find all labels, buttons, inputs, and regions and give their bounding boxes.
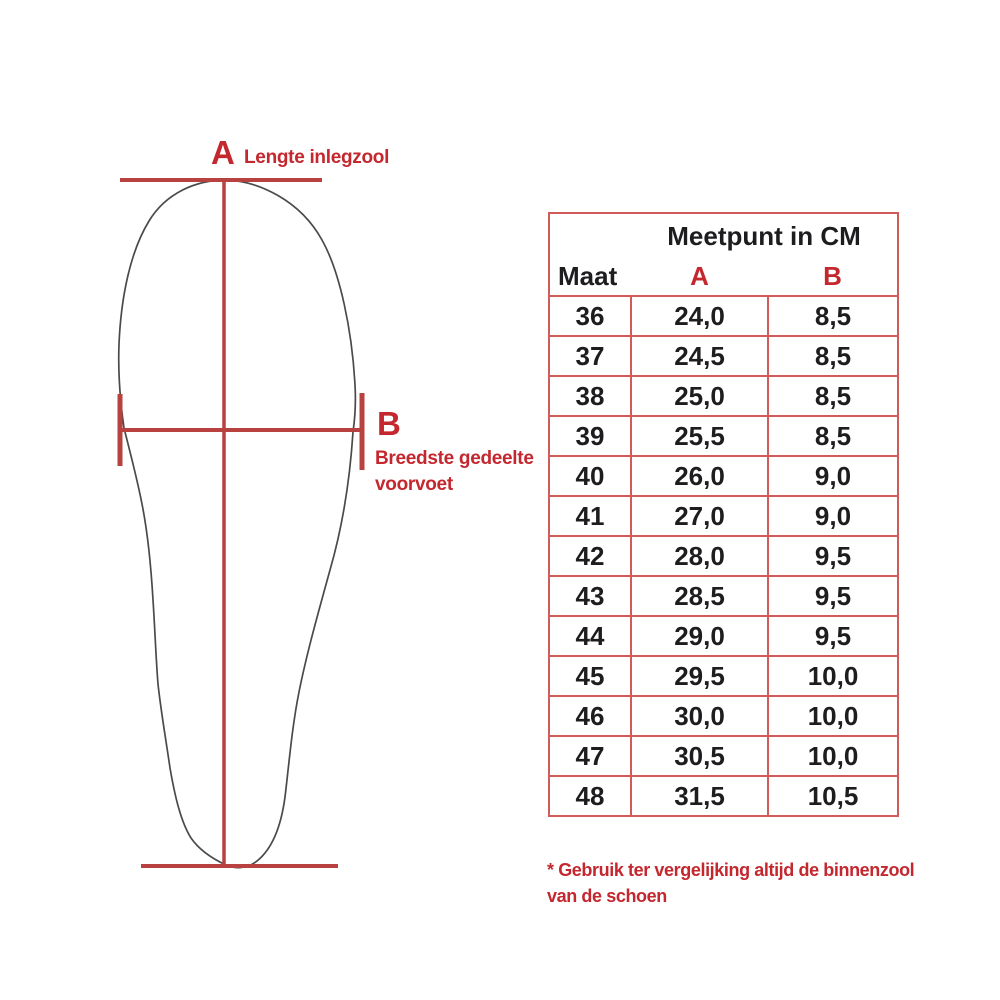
table-row: 39 25,5 8,5: [548, 415, 899, 457]
cell-maat: 40: [548, 455, 632, 497]
header-columns-row: Maat A B: [549, 257, 898, 296]
cell-b: 10,5: [767, 775, 899, 817]
table-row: 45 29,5 10,0: [548, 655, 899, 697]
cell-maat: 42: [548, 535, 632, 577]
cell-a: 25,0: [630, 375, 769, 417]
label-a: A: [211, 134, 235, 171]
cell-b: 8,5: [767, 375, 899, 417]
cell-a: 26,0: [630, 455, 769, 497]
cell-a: 30,0: [630, 695, 769, 737]
cell-a: 29,0: [630, 615, 769, 657]
cell-a: 30,5: [630, 735, 769, 777]
cell-b: 9,0: [767, 495, 899, 537]
cell-maat: 48: [548, 775, 632, 817]
table-row: 38 25,0 8,5: [548, 375, 899, 417]
label-b-caption-line2: voorvoet: [375, 474, 453, 495]
cell-a: 29,5: [630, 655, 769, 697]
table-row: 36 24,0 8,5: [548, 295, 899, 337]
table-row: 41 27,0 9,0: [548, 495, 899, 537]
col-header-a: A: [690, 261, 709, 291]
cell-maat: 38: [548, 375, 632, 417]
cell-maat: 41: [548, 495, 632, 537]
cell-a: 24,0: [630, 295, 769, 337]
size-table-body: 36 24,0 8,5 37 24,5 8,5 38 25,0 8,5 39 25,5 8,5 40 26…: [548, 295, 899, 817]
label-b-caption-line1: Breedste gedeelte: [375, 448, 534, 469]
table-row: 40 26,0 9,0: [548, 455, 899, 497]
cell-maat: 46: [548, 695, 632, 737]
cell-b: 9,5: [767, 575, 899, 617]
table-title: Meetpunt in CM: [667, 220, 861, 251]
footnote: * Gebruik ter vergelijking altijd de bin…: [547, 857, 915, 909]
cell-maat: 45: [548, 655, 632, 697]
label-a-caption: Lengte inlegzool: [244, 147, 390, 168]
cell-maat: 39: [548, 415, 632, 457]
table-row: 43 28,5 9,5: [548, 575, 899, 617]
cell-a: 24,5: [630, 335, 769, 377]
cell-b: 10,0: [767, 735, 899, 777]
cell-b: 8,5: [767, 415, 899, 457]
cell-a: 28,0: [630, 535, 769, 577]
cell-b: 9,5: [767, 615, 899, 657]
cell-b: 9,5: [767, 535, 899, 577]
cell-a: 25,5: [630, 415, 769, 457]
cell-b: 8,5: [767, 335, 899, 377]
cell-a: 31,5: [630, 775, 769, 817]
col-header-maat: Maat: [558, 261, 618, 291]
col-header-b: B: [823, 261, 842, 291]
cell-maat: 44: [548, 615, 632, 657]
table-row: 46 30,0 10,0: [548, 695, 899, 737]
header-title-row: Meetpunt in CM: [549, 213, 898, 257]
footnote-line1: * Gebruik ter vergelijking altijd de bin…: [547, 860, 915, 880]
cell-maat: 43: [548, 575, 632, 617]
insole-outline: [117, 179, 357, 869]
cell-b: 9,0: [767, 455, 899, 497]
header-empty-cell: [549, 213, 631, 257]
cell-a: 28,5: [630, 575, 769, 617]
size-table: Meetpunt in CM Maat A B 36 24,0 8,5 37 24,5 8…: [548, 212, 899, 817]
footnote-line2: van de schoen: [547, 886, 667, 906]
table-row: 37 24,5 8,5: [548, 335, 899, 377]
table-row: 47 30,5 10,0: [548, 735, 899, 777]
cell-b: 10,0: [767, 655, 899, 697]
size-table-header: Meetpunt in CM Maat A B: [549, 213, 898, 296]
table-row: 48 31,5 10,5: [548, 775, 899, 817]
cell-maat: 36: [548, 295, 632, 337]
table-row: 42 28,0 9,5: [548, 535, 899, 577]
cell-b: 8,5: [767, 295, 899, 337]
cell-b: 10,0: [767, 695, 899, 737]
label-b: B: [377, 405, 401, 442]
table-row: 44 29,0 9,5: [548, 615, 899, 657]
cell-maat: 37: [548, 335, 632, 377]
cell-a: 27,0: [630, 495, 769, 537]
cell-maat: 47: [548, 735, 632, 777]
